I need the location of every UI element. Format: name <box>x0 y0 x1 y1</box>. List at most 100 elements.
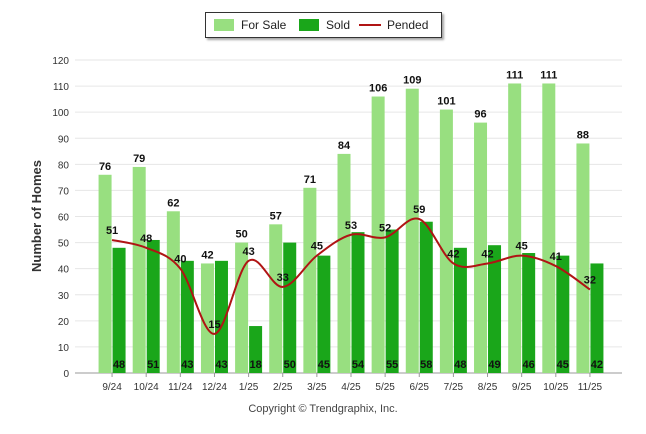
x-tick-label: 10/24 <box>134 382 159 393</box>
for-sale-bar <box>474 122 488 373</box>
for-sale-swatch <box>214 19 234 31</box>
sold-bar <box>556 255 570 373</box>
for-sale-bar <box>439 109 453 373</box>
y-tick-label: 60 <box>58 213 70 224</box>
for-sale-value-label: 101 <box>437 96 455 108</box>
for-sale-bar <box>235 242 249 373</box>
sold-bar <box>146 239 160 373</box>
sold-value-label: 55 <box>386 359 398 371</box>
for-sale-bar <box>405 88 419 374</box>
pended-labels: 51 48 40 15 43 33 45 53 52 59 42 42 45 41 32 <box>106 204 596 331</box>
for-sale-bar <box>98 174 112 373</box>
x-tick-label: 7/25 <box>444 382 464 393</box>
copyright-footer: Copyright © Trendgraphix, Inc. <box>248 403 398 415</box>
y-tick-label: 0 <box>63 369 69 380</box>
sold-bar <box>488 245 502 373</box>
sold-value-label: 46 <box>523 359 535 371</box>
pended-value-label: 52 <box>379 222 391 234</box>
pended-line <box>111 217 591 335</box>
sold-bar <box>385 229 399 373</box>
sold-value-label: 51 <box>147 359 159 371</box>
sold-bar <box>112 247 126 373</box>
pended-value-label: 45 <box>516 241 528 253</box>
sold-bar <box>317 255 331 373</box>
pended-value-label: 48 <box>140 233 152 245</box>
for-sale-bar <box>200 263 214 373</box>
for-sale-value-label: 88 <box>577 129 589 141</box>
x-tick-label: 6/25 <box>410 382 430 393</box>
sold-bar <box>351 232 365 373</box>
for-sale-value-label: 106 <box>369 83 387 95</box>
y-axis-label: Number of Homes <box>29 160 44 272</box>
sold-value-label: 49 <box>488 359 500 371</box>
x-tick-label: 11/25 <box>578 382 603 393</box>
pended-value-label: 15 <box>208 319 220 331</box>
for-sale-value-label: 84 <box>338 140 351 152</box>
sold-value-label: 48 <box>113 359 125 371</box>
x-tick-label: 3/25 <box>307 382 327 393</box>
y-tick-label: 110 <box>53 82 69 93</box>
sold-value-label: 43 <box>181 359 193 371</box>
pended-value-label: 41 <box>550 251 562 263</box>
sold-value-label: 50 <box>284 359 296 371</box>
y-tick-label: 70 <box>58 186 70 197</box>
for-sale-labels: 76 79 62 42 50 57 71 84 106 109 101 96 111 111 88 <box>99 69 589 261</box>
for-sale-value-label: 57 <box>270 210 282 222</box>
for-sale-bar <box>132 166 146 373</box>
legend-label-sold: Sold <box>326 18 351 32</box>
sold-value-label: 54 <box>352 359 365 371</box>
sold-value-label: 58 <box>420 359 432 371</box>
x-tick-label: 9/25 <box>512 382 532 393</box>
for-sale-value-label: 111 <box>540 69 557 81</box>
for-sale-bar <box>542 83 556 373</box>
x-tick-label: 5/25 <box>375 382 395 393</box>
legend: For Sale Sold Pended <box>205 12 442 38</box>
for-sale-bar <box>576 143 590 373</box>
y-tick-label: 20 <box>58 317 70 328</box>
legend-label-pended: Pended <box>387 18 429 32</box>
sold-bars <box>112 221 604 373</box>
legend-label-for-sale: For Sale <box>241 18 287 32</box>
sold-value-label: 42 <box>591 359 603 371</box>
for-sale-value-label: 111 <box>506 69 523 81</box>
y-tick-label: 90 <box>58 134 70 145</box>
for-sale-value-label: 109 <box>403 75 421 87</box>
pended-value-label: 51 <box>106 225 118 237</box>
for-sale-value-label: 50 <box>235 229 247 241</box>
pended-value-label: 59 <box>413 204 425 216</box>
sold-bar <box>214 260 228 373</box>
y-tick-label: 30 <box>58 291 70 302</box>
sold-swatch <box>299 19 319 31</box>
pended-value-label: 43 <box>242 246 254 258</box>
x-tick-label: 11/24 <box>168 382 193 393</box>
for-sale-bar <box>371 96 385 374</box>
sold-bar <box>419 221 433 373</box>
y-tick-label: 120 <box>52 56 69 67</box>
for-sale-bar <box>269 224 283 373</box>
for-sale-bar <box>303 187 317 373</box>
for-sale-bar <box>166 211 180 373</box>
x-tick-label: 8/25 <box>478 382 498 393</box>
x-tick-label: 12/24 <box>202 382 227 393</box>
for-sale-value-label: 42 <box>201 249 213 261</box>
y-tick-label: 40 <box>58 265 70 276</box>
for-sale-value-label: 96 <box>474 109 486 121</box>
for-sale-value-label: 71 <box>304 174 316 186</box>
y-tick-label: 50 <box>58 239 70 250</box>
pended-value-label: 33 <box>277 272 289 284</box>
x-axis: 9/24 10/24 11/24 12/24 1/25 2/25 3/25 4/25 5/25 6… <box>102 373 603 393</box>
pended-value-label: 32 <box>584 275 596 287</box>
pended-value-label: 42 <box>447 248 459 260</box>
for-sale-bar <box>508 83 522 373</box>
sold-value-label: 45 <box>318 359 330 371</box>
y-tick-label: 80 <box>58 160 70 171</box>
sold-bar <box>283 242 297 373</box>
for-sale-value-label: 62 <box>167 197 179 209</box>
for-sale-value-label: 79 <box>133 153 145 165</box>
sold-labels: 48 51 43 43 18 50 45 54 55 58 48 49 46 45 42 <box>113 359 603 371</box>
pended-value-label: 42 <box>481 248 493 260</box>
x-tick-label: 9/24 <box>102 382 122 393</box>
sold-bar <box>249 326 263 373</box>
pended-swatch <box>359 24 381 26</box>
